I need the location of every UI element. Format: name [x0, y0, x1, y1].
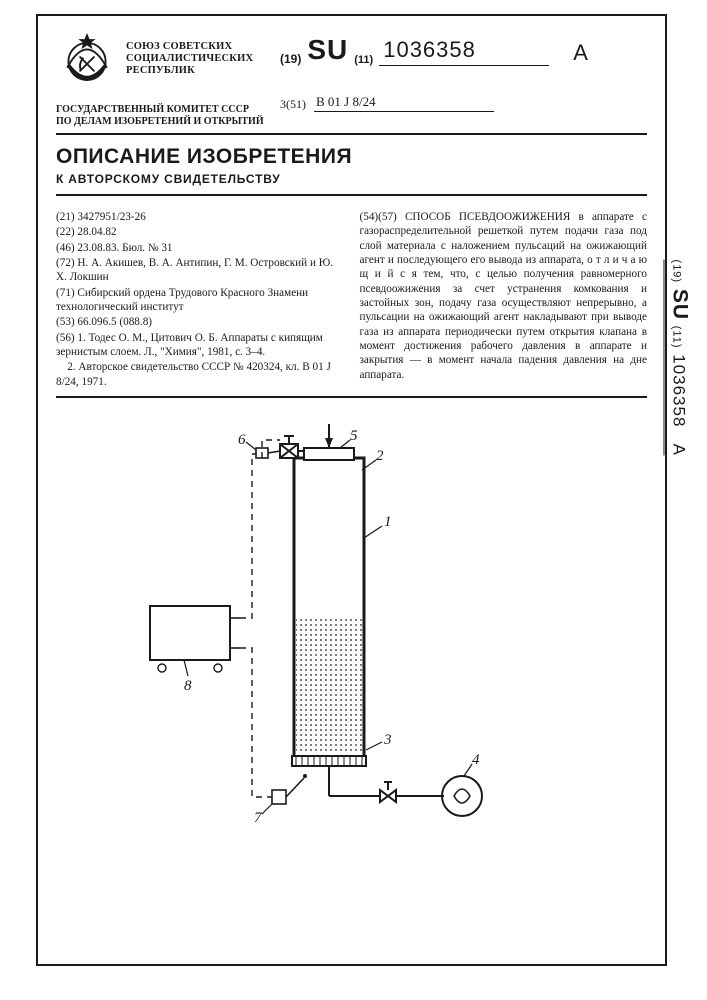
- class-value: B 01 J 8/24: [314, 94, 494, 112]
- side-number: 1036358: [669, 354, 688, 427]
- body-columns: (21) 3427951/23-26 (22) 28.04.82 (46) 23…: [56, 196, 647, 398]
- emblem-column: СОЮЗ СОВЕТСКИХ СОЦИАЛИСТИЧЕСКИХ РЕСПУБЛИ…: [56, 28, 266, 127]
- fig-label-8: 8: [184, 678, 192, 694]
- union-text: СОЮЗ СОВЕТСКИХ СОЦИАЛИСТИЧЕСКИХ РЕСПУБЛИ…: [126, 41, 253, 77]
- header-right: (19) SU (11) 1036358 A 3(51) B 01 J 8/24: [280, 28, 647, 112]
- su-kind-code: A: [573, 40, 588, 66]
- title-block: ОПИСАНИЕ ИЗОБРЕТЕНИЯ К АВТОРСКОМУ СВИДЕТ…: [56, 135, 647, 196]
- ussr-emblem-icon: [56, 28, 118, 90]
- figure-area: 1 2 3 4 5 6 7 8: [56, 398, 647, 858]
- side-sub: (11): [670, 326, 682, 349]
- field-46: (46) 23.08.83. Бюл. № 31: [56, 241, 344, 255]
- fig-label-1: 1: [384, 514, 392, 530]
- committee-text: ГОСУДАРСТВЕННЫЙ КОМИТЕТ СССР ПО ДЕЛАМ ИЗ…: [56, 104, 266, 127]
- side-prefix: (19): [670, 260, 682, 284]
- side-a: A: [669, 444, 688, 456]
- emblem-row: СОЮЗ СОВЕТСКИХ СОЦИАЛИСТИЧЕСКИХ РЕСПУБЛИ…: [56, 28, 266, 90]
- su-sub: (11): [354, 54, 373, 66]
- field-53: (53) 66.096.5 (088.8): [56, 315, 344, 329]
- su-number: 1036358: [379, 37, 549, 66]
- field-56b: 2. Авторское свидетельство СССР № 420324…: [56, 360, 344, 389]
- fig-label-5: 5: [350, 428, 358, 444]
- abstract-text: (54)(57) СПОСОБ ПСЕВДООЖИЖЕНИЯ в аппарат…: [360, 210, 648, 382]
- su-label: SU: [307, 34, 348, 66]
- fig-label-3: 3: [383, 732, 392, 748]
- fig-label-7: 7: [254, 810, 263, 826]
- field-56a: (56) 1. Тодес О. М., Цитович О. Б. Аппар…: [56, 331, 344, 360]
- su-prefix: (19): [280, 52, 301, 66]
- title-main: ОПИСАНИЕ ИЗОБРЕТЕНИЯ: [56, 145, 647, 169]
- fig-label-6: 6: [238, 432, 246, 448]
- field-71: (71) Сибирский ордена Трудового Красного…: [56, 286, 344, 315]
- header: СОЮЗ СОВЕТСКИХ СОЦИАЛИСТИЧЕСКИХ РЕСПУБЛИ…: [56, 28, 647, 135]
- field-21: (21) 3427951/23-26: [56, 210, 344, 224]
- classification-line: 3(51) B 01 J 8/24: [280, 94, 647, 112]
- title-sub: К АВТОРСКОМУ СВИДЕТЕЛЬСТВУ: [56, 172, 647, 186]
- field-22: (22) 28.04.82: [56, 225, 344, 239]
- side-label: SU: [668, 289, 691, 320]
- fig-label-2: 2: [376, 448, 384, 464]
- fig-label-4: 4: [472, 752, 480, 768]
- abstract-column: (54)(57) СПОСОБ ПСЕВДООЖИЖЕНИЯ в аппарат…: [360, 210, 648, 390]
- side-document-code: (19) SU (11) 1036358 A: [663, 260, 691, 456]
- page-frame: СОЮЗ СОВЕТСКИХ СОЦИАЛИСТИЧЕСКИХ РЕСПУБЛИ…: [36, 14, 667, 966]
- class-prefix: 3(51): [280, 97, 306, 112]
- apparatus-diagram: 1 2 3 4 5 6 7 8: [144, 418, 504, 838]
- field-72: (72) Н. А. Акишев, В. А. Антипин, Г. М. …: [56, 256, 344, 285]
- document-number-line: (19) SU (11) 1036358 A: [280, 34, 647, 66]
- bibliography-column: (21) 3427951/23-26 (22) 28.04.82 (46) 23…: [56, 210, 344, 390]
